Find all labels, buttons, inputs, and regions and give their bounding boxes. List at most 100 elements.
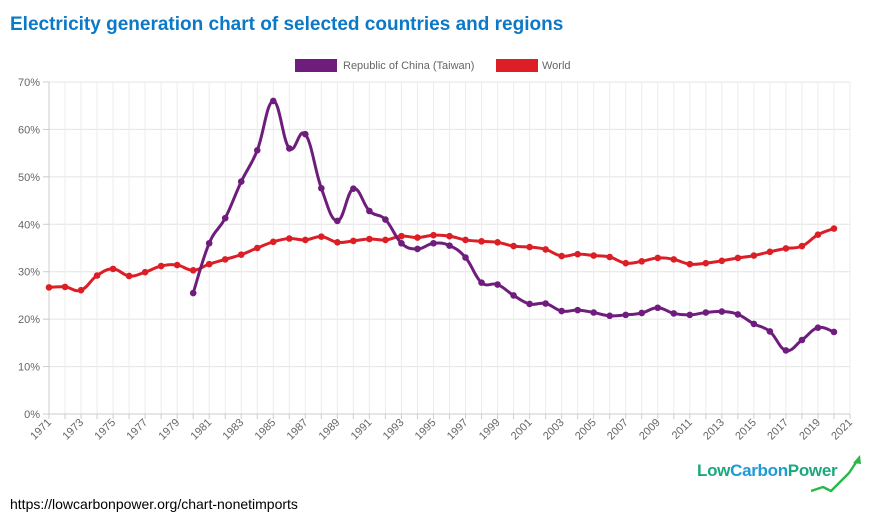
data-point-taiwan [750, 320, 758, 328]
data-point-taiwan [478, 279, 485, 286]
y-tick-label: 30% [18, 267, 40, 279]
x-tick-label: 2001 [509, 417, 535, 443]
y-tick-label: 40% [18, 219, 40, 231]
data-point-world [334, 239, 341, 246]
chart: 0%10%20%30%40%50%60%70% 1971 1973 1975 1977… [18, 59, 855, 443]
data-point-world [798, 242, 806, 250]
data-point-world [638, 257, 646, 265]
x-tick-label: 1977 [124, 417, 150, 443]
data-point-world [237, 251, 245, 258]
data-point-taiwan [189, 289, 197, 297]
y-tick-label: 70% [18, 77, 40, 89]
x-tick-label: 2021 [829, 417, 855, 443]
data-point-taiwan [302, 130, 309, 138]
data-point-taiwan [638, 309, 646, 317]
data-point-taiwan [221, 214, 229, 222]
data-point-world [830, 225, 838, 232]
x-tick-label: 2003 [541, 417, 567, 443]
data-point-taiwan [334, 217, 341, 225]
legend-label-world[interactable]: World [542, 60, 571, 72]
x-tick-label: 2013 [701, 417, 727, 443]
data-point-world [77, 286, 85, 294]
x-tick-label: 2019 [797, 417, 823, 443]
data-point-world [734, 254, 742, 262]
data-point-world [269, 238, 277, 246]
data-point-taiwan [558, 307, 565, 315]
data-point-world [622, 259, 630, 267]
data-point-world [590, 252, 597, 259]
brand-text-carbon: Carbon [730, 461, 788, 480]
data-point-taiwan [414, 245, 421, 253]
legend: Republic of China (Taiwan) World [295, 59, 571, 72]
legend-swatch-world[interactable] [496, 59, 538, 72]
x-tick-label: 1975 [92, 417, 118, 443]
source-url[interactable]: https://lowcarbonpower.org/chart-nonetim… [10, 496, 298, 512]
data-point-world [430, 231, 437, 239]
data-point-world [814, 231, 822, 239]
data-point-taiwan [350, 185, 357, 193]
data-point-taiwan [526, 300, 533, 308]
x-tick-label: 1991 [349, 417, 375, 443]
x-tick-label: 1979 [156, 417, 182, 443]
y-tick-labels: 0% 10% 20% 30% 40% 50% 60% 70% [18, 77, 40, 421]
data-point-taiwan [286, 145, 293, 152]
data-point-world [686, 260, 694, 268]
data-point-taiwan [398, 239, 405, 247]
lowcarbonpower-logo[interactable]: LowCarbonPower [697, 455, 862, 497]
data-point-taiwan [654, 304, 662, 312]
data-point-taiwan [830, 328, 838, 336]
x-tick-label: 2011 [670, 417, 695, 442]
data-point-world [494, 239, 501, 246]
y-tick-label: 60% [18, 124, 40, 136]
data-point-taiwan [798, 336, 806, 344]
y-tick-label: 20% [18, 314, 40, 326]
x-tick-label: 2009 [637, 417, 663, 443]
data-point-world [462, 236, 469, 244]
data-point-world [478, 238, 485, 245]
data-point-world [382, 236, 389, 244]
data-point-world [253, 244, 261, 252]
data-point-taiwan [253, 147, 261, 154]
data-point-world [718, 257, 726, 265]
data-point-taiwan [494, 281, 501, 288]
data-point-taiwan [718, 308, 726, 315]
data-point-taiwan [606, 312, 613, 320]
trend-arrow-icon [810, 455, 861, 493]
data-point-world [366, 235, 373, 243]
data-point-world [189, 266, 197, 274]
data-point-taiwan [510, 292, 517, 299]
data-point-world [670, 256, 678, 263]
data-point-taiwan [814, 324, 822, 331]
x-tick-label: 1993 [381, 417, 407, 443]
y-tick-label: 10% [18, 362, 40, 374]
data-point-world [318, 233, 325, 240]
data-point-world [93, 272, 101, 279]
series-lines [47, 99, 836, 353]
page-title: Electricity generation chart of selected… [10, 14, 564, 35]
data-point-world [574, 250, 581, 258]
y-tick-label: 50% [18, 172, 40, 184]
legend-label-taiwan[interactable]: Republic of China (Taiwan) [343, 60, 474, 72]
data-point-world [286, 235, 293, 242]
data-point-world [141, 268, 149, 276]
data-point-taiwan [622, 311, 630, 319]
data-point-taiwan [542, 300, 549, 307]
data-point-world [398, 232, 405, 240]
data-point-taiwan [318, 184, 325, 192]
data-point-world [446, 232, 453, 240]
x-tick-label: 2005 [573, 417, 599, 443]
data-point-taiwan [237, 178, 245, 185]
data-point-world [510, 242, 517, 250]
data-point-world [750, 252, 758, 259]
x-tick-label: 1987 [285, 417, 311, 443]
series-points [45, 97, 838, 354]
x-tick-label: 1995 [413, 417, 439, 443]
data-point-taiwan [446, 242, 453, 249]
x-tick-label: 1983 [221, 417, 247, 443]
data-point-taiwan [382, 216, 389, 223]
legend-swatch-taiwan[interactable] [295, 59, 337, 72]
x-tick-labels: 1971 1973 1975 1977 1979 1981 1983 1985 1987 1989… [28, 417, 855, 443]
data-point-world [558, 252, 565, 260]
data-point-taiwan [734, 311, 742, 318]
data-point-taiwan [366, 207, 373, 215]
